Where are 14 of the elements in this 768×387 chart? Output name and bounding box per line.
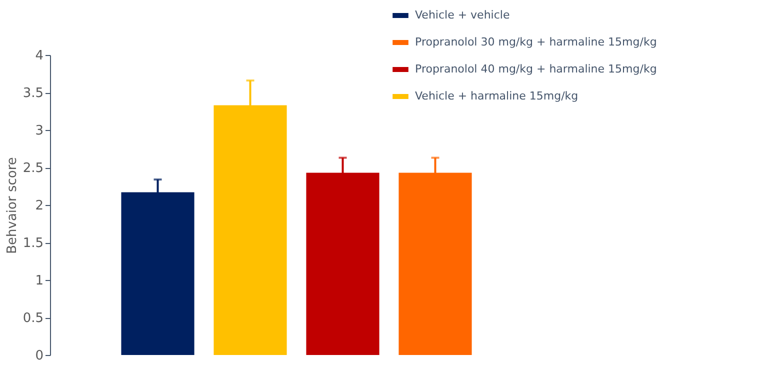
y-tick-label: 2.5 (22, 161, 44, 176)
y-tick-label: 0.5 (22, 311, 44, 326)
legend-label: Propranolol 40 mg/kg + harmaline 15mg/kg (415, 62, 657, 76)
legend-label: Vehicle + harmaline 15mg/kg (415, 90, 578, 102)
y-tick-label: 3.5 (22, 86, 44, 101)
y-tick-label: 3 (35, 124, 44, 138)
y-tick-label: 1.5 (22, 236, 44, 251)
legend-label: Vehicle + vehicle (415, 8, 510, 22)
y-tick-label: 1 (35, 274, 44, 288)
y-tick-label: 4 (35, 48, 44, 64)
y-axis-title: Behvaior score (4, 157, 20, 254)
legend-label: Propranolol 30 mg/kg + harmaline 15mg/kg (415, 36, 657, 48)
y-tick-label: 0 (35, 348, 44, 364)
y-tick-label: 2 (35, 198, 44, 214)
